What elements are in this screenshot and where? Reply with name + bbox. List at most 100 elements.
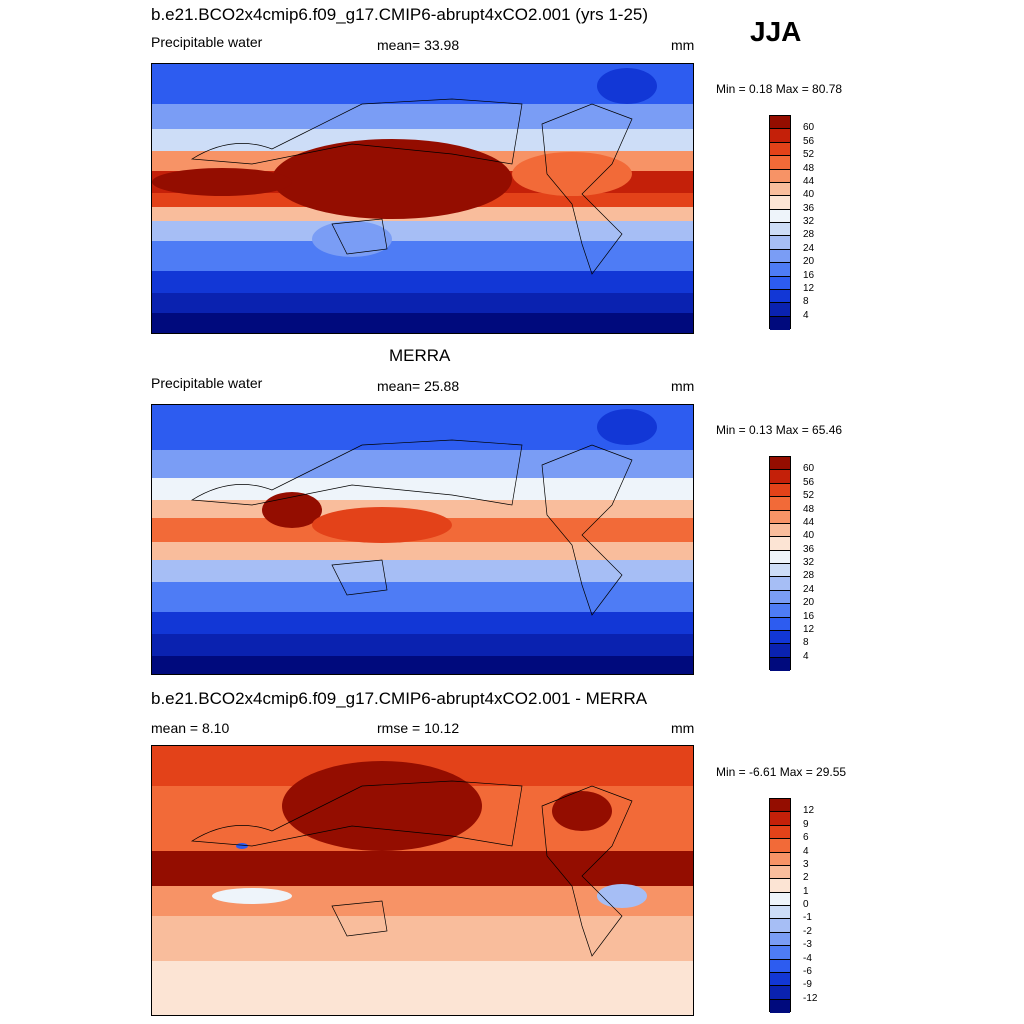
colorbar-swatch — [770, 537, 790, 551]
colorbar-swatch — [770, 999, 790, 1013]
colorbar-tick-label: 24 — [803, 242, 815, 254]
colorbar-tick-label: 6 — [803, 832, 809, 844]
colorbar-swatch — [770, 630, 790, 645]
colorbar-swatch — [770, 223, 790, 237]
colorbar-swatch — [770, 657, 790, 671]
colorbar-swatch — [770, 510, 790, 524]
colorbar-tick-label: 48 — [803, 162, 815, 174]
panel3-field — [152, 746, 693, 1015]
colorbar-tick-label: 3 — [803, 858, 809, 870]
colorbar-swatch — [770, 604, 790, 618]
colorbar-swatch — [770, 249, 790, 264]
colorbar-swatch — [770, 617, 790, 631]
season-label: JJA — [750, 16, 802, 47]
colorbar-swatch — [770, 497, 790, 511]
colorbar-tick-label: 12 — [803, 623, 815, 635]
panel3-minmax: Min = -6.61 Max = 29.55 — [716, 765, 847, 779]
colorbar-swatch — [770, 316, 790, 330]
colorbar-tick-label: 44 — [803, 516, 815, 528]
colorbar-swatch — [770, 182, 790, 197]
colorbar-swatch — [770, 812, 790, 826]
panel3-title: b.e21.BCO2x4cmip6.f09_g17.CMIP6-abrupt4x… — [151, 689, 648, 708]
colorbar-tick-label: 24 — [803, 583, 815, 595]
colorbar-swatch — [770, 289, 790, 304]
panel3-rmse: rmse = 10.12 — [377, 720, 460, 736]
colorbar-tick-label: -12 — [803, 992, 818, 1004]
colorbar-tick-label: -9 — [803, 979, 812, 991]
panel1-mean: mean= 33.98 — [377, 37, 460, 53]
colorbar-swatch — [770, 644, 790, 658]
colorbar-tick-label: 28 — [803, 229, 815, 241]
colorbar-tick-label: 16 — [803, 610, 815, 622]
colorbar-swatch — [770, 116, 790, 130]
colorbar-swatch — [770, 959, 790, 973]
colorbar-tick-label: -3 — [803, 939, 812, 951]
colorbar-swatch — [770, 590, 790, 605]
colorbar-tick-label: 36 — [803, 202, 815, 214]
colorbar-swatch — [770, 470, 790, 484]
colorbar-swatch — [770, 236, 790, 250]
colorbar-tick-label: 52 — [803, 149, 815, 161]
panel2-mean: mean= 25.88 — [377, 378, 460, 394]
colorbar-tick-label: 56 — [803, 476, 815, 488]
colorbar-swatch — [770, 879, 790, 893]
colorbar-tick-label: 16 — [803, 269, 815, 281]
colorbar-tick-label: 4 — [803, 650, 809, 662]
colorbar-tick-label: 32 — [803, 557, 815, 568]
colorbar-swatch — [770, 577, 790, 591]
colorbar-swatch — [770, 972, 790, 987]
colorbar-tick-label: 8 — [803, 637, 809, 649]
colorbar-swatch — [770, 276, 790, 290]
colorbar-tick-label: 8 — [803, 296, 809, 308]
colorbar-tick-label: -6 — [803, 965, 812, 977]
panel3-mean: mean = 8.10 — [151, 720, 230, 736]
colorbar-swatch — [770, 169, 790, 183]
panel1-minmax: Min = 0.18 Max = 80.78 — [716, 82, 843, 96]
colorbar-swatch — [770, 156, 790, 170]
colorbar-swatch — [770, 986, 790, 1000]
colorbar-swatch — [770, 919, 790, 933]
panel2-map — [151, 404, 694, 675]
colorbar-tick-label: 60 — [803, 463, 815, 475]
colorbar-swatch — [770, 852, 790, 866]
colorbar-tick-label: 2 — [803, 872, 809, 884]
colorbar-swatch — [770, 129, 790, 143]
panel1-variable: Precipitable water — [151, 34, 263, 50]
colorbar-swatch — [770, 946, 790, 960]
colorbar-tick-label: 28 — [803, 570, 815, 582]
colorbar-tick-label: 0 — [803, 899, 809, 910]
colorbar-swatch — [770, 892, 790, 906]
colorbar-tick-label: 20 — [803, 256, 815, 268]
colorbar-tick-label: 9 — [803, 818, 809, 830]
colorbar-swatch — [770, 564, 790, 578]
colorbar-tick-label: 40 — [803, 189, 815, 201]
panel1-title: b.e21.BCO2x4cmip6.f09_g17.CMIP6-abrupt4x… — [151, 5, 649, 24]
panel3-map — [151, 745, 694, 1016]
colorbar-tick-label: 48 — [803, 503, 815, 515]
colorbar-tick-label: 4 — [803, 845, 809, 857]
panel1-units: mm — [671, 37, 695, 53]
colorbar-tick-label: 44 — [803, 175, 815, 187]
colorbar-tick-label: 56 — [803, 135, 815, 147]
colorbar-swatch — [770, 303, 790, 317]
colorbar-tick-label: 12 — [803, 805, 815, 817]
colorbar-swatch — [770, 196, 790, 210]
colorbar-tick-label: 20 — [803, 597, 815, 609]
colorbar-tick-label: 12 — [803, 282, 815, 294]
colorbar-swatch — [770, 550, 790, 564]
panel3-units: mm — [671, 720, 695, 736]
colorbar-tick-label: 40 — [803, 530, 815, 542]
colorbar-tick-label: 1 — [803, 885, 809, 897]
colorbar-tick-label: -1 — [803, 912, 812, 924]
colorbar-tick-label: -2 — [803, 925, 812, 937]
colorbar-swatch — [770, 523, 790, 538]
colorbar-swatch — [770, 825, 790, 840]
panel1-field — [152, 64, 693, 333]
panel3-colorbar — [769, 798, 791, 1013]
panel2-minmax: Min = 0.13 Max = 65.46 — [716, 423, 843, 437]
colorbar-tick-label: 32 — [803, 216, 815, 227]
panel1-colorbar — [769, 115, 791, 330]
colorbar-tick-label: 4 — [803, 309, 809, 321]
panel2-variable: Precipitable water — [151, 375, 263, 391]
panel2-title: MERRA — [389, 346, 451, 365]
